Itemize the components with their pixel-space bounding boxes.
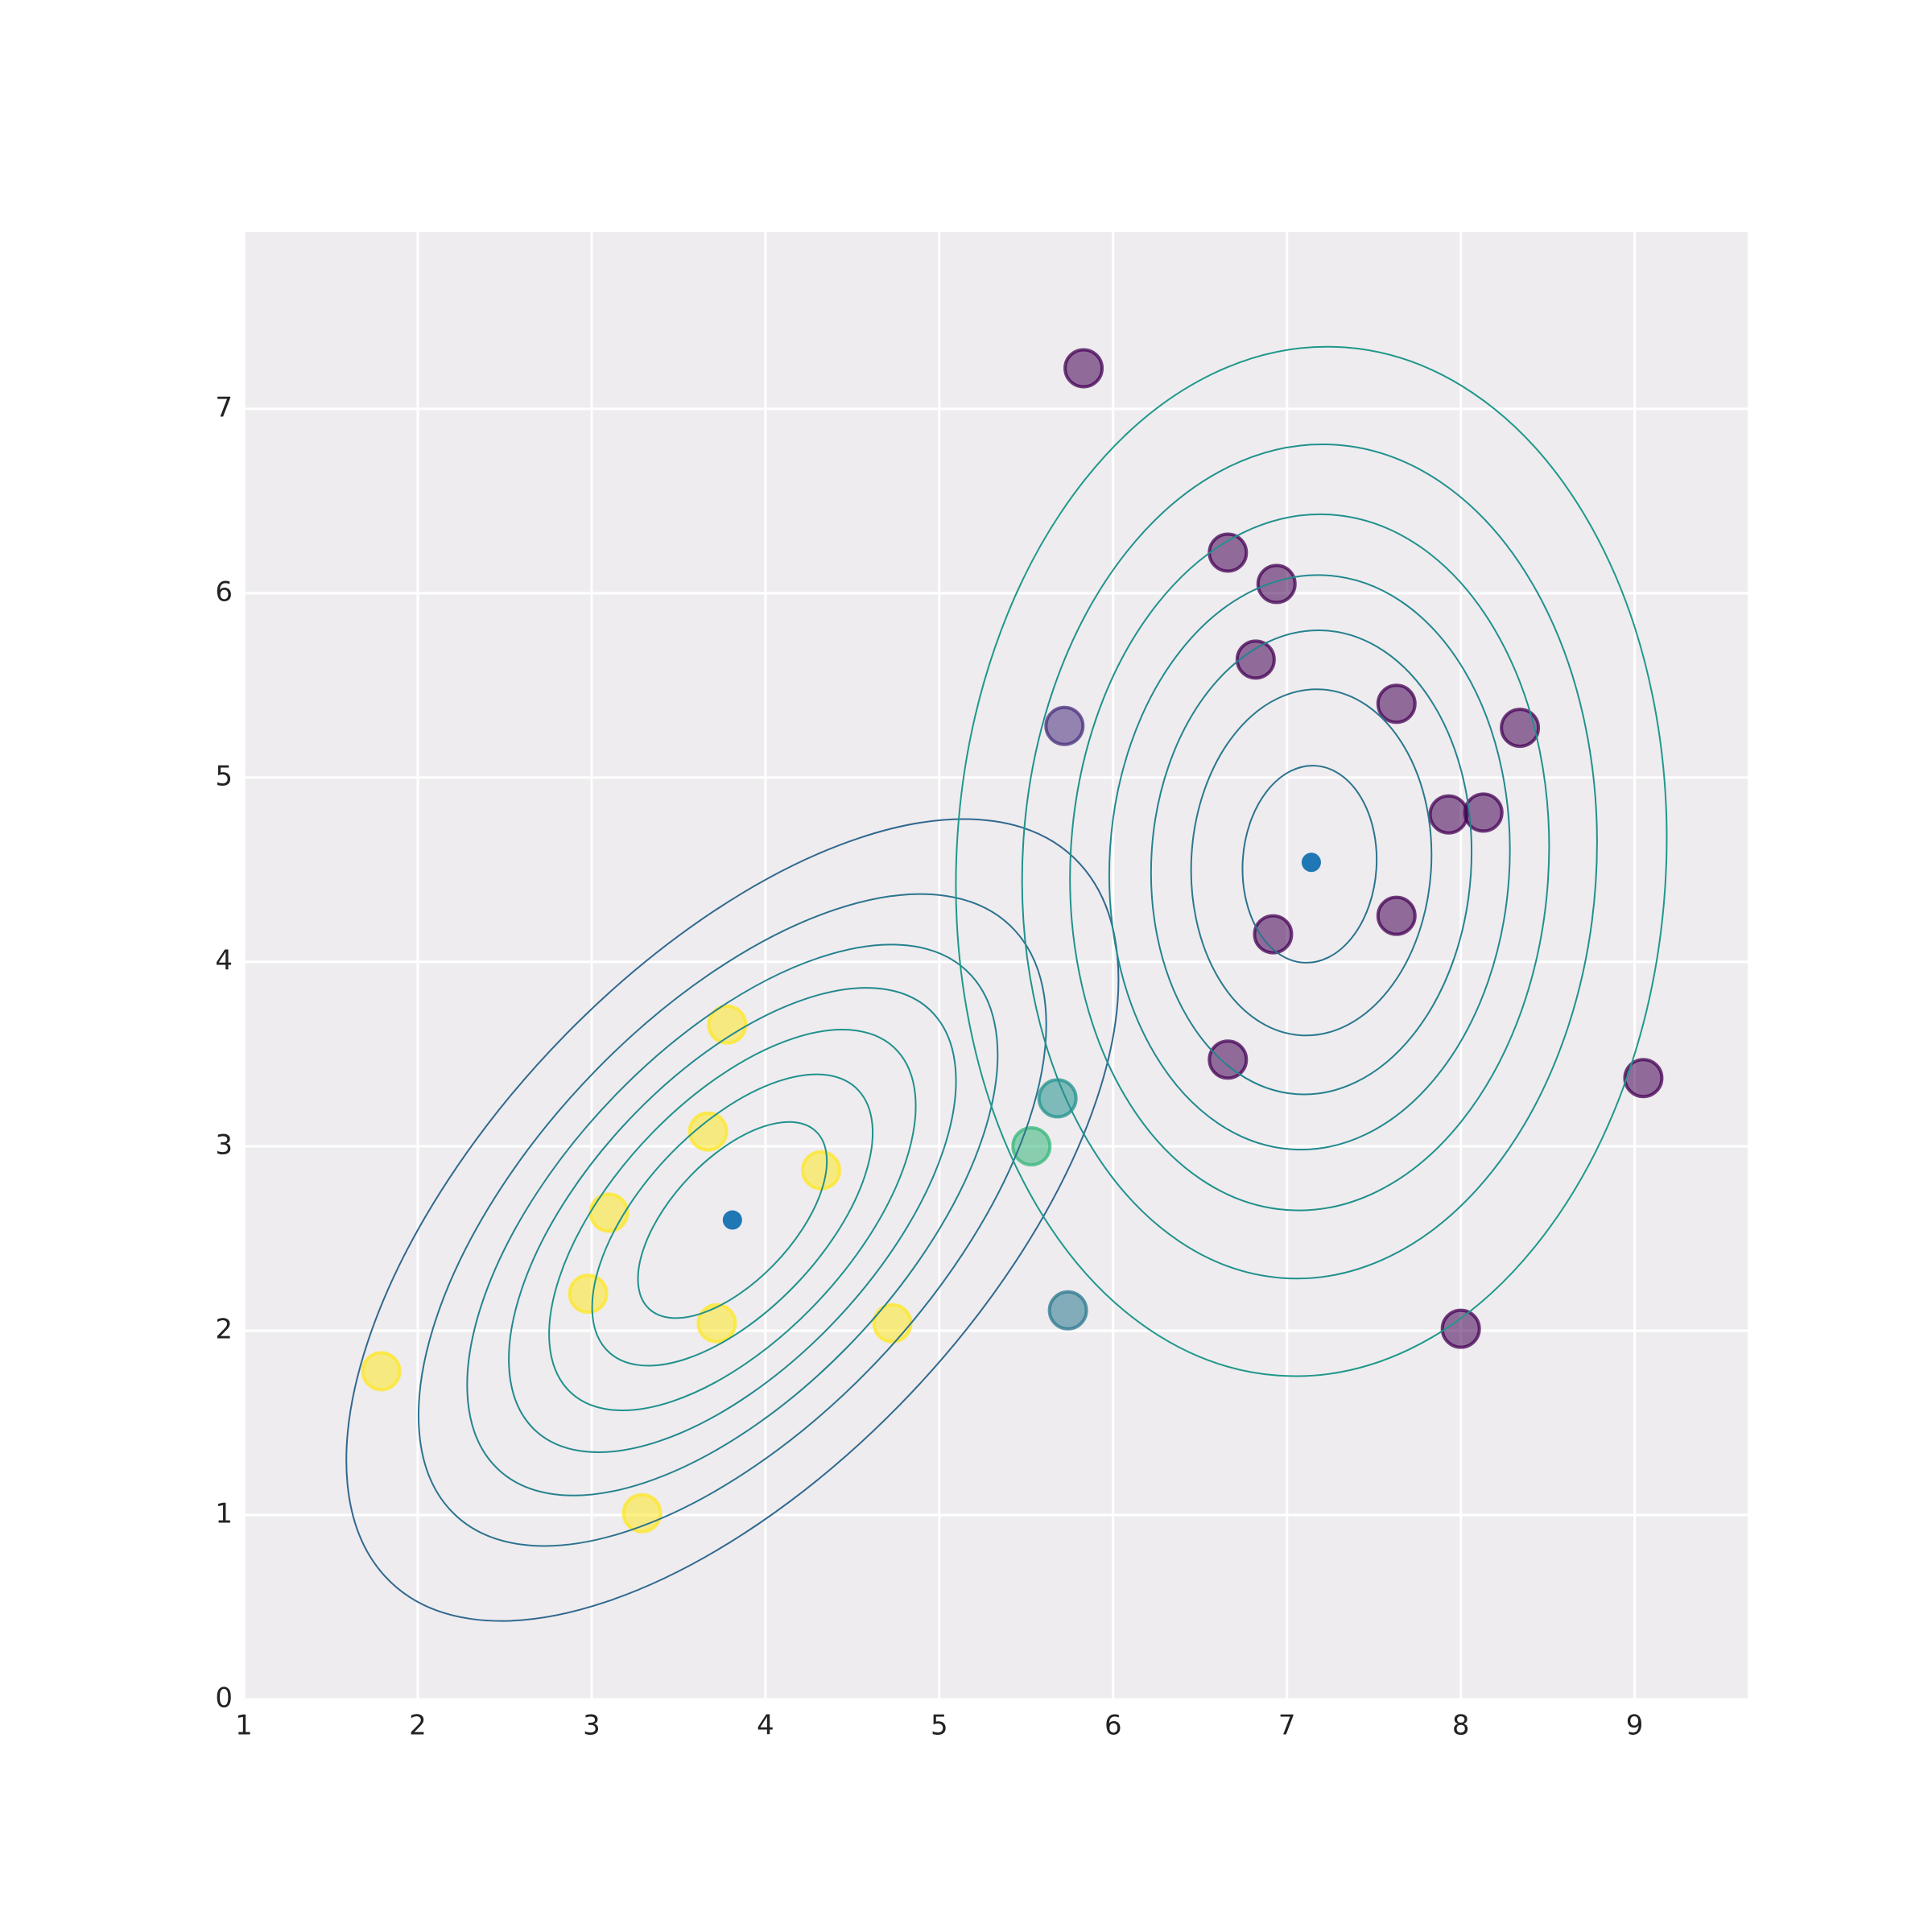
y-tick-label: 2 — [215, 1313, 233, 1345]
contour — [996, 423, 1623, 1299]
data-point — [687, 1111, 729, 1152]
data-point — [696, 1302, 737, 1344]
data-point — [1256, 564, 1297, 605]
y-tick-label: 7 — [215, 391, 233, 423]
contour — [378, 848, 1087, 1591]
contour-group — [1236, 761, 1383, 968]
y-tick-label: 1 — [215, 1497, 233, 1530]
contour — [1236, 761, 1383, 968]
cluster-center — [1301, 852, 1321, 873]
data-point — [1208, 532, 1249, 573]
data-point — [707, 1004, 748, 1045]
x-tick-label: 1 — [235, 1710, 253, 1742]
contour — [923, 321, 1699, 1402]
contour-group — [488, 964, 977, 1476]
cluster-center — [722, 1210, 742, 1230]
data-point — [1463, 792, 1504, 833]
contour — [606, 1088, 858, 1352]
contour-group — [996, 423, 1623, 1299]
contour — [488, 964, 977, 1476]
contour — [1048, 497, 1571, 1228]
x-tick-label: 8 — [1452, 1710, 1470, 1742]
contour — [217, 679, 1248, 1761]
data-point — [588, 1192, 630, 1233]
plot-background — [244, 232, 1748, 1699]
data-point — [1235, 639, 1276, 680]
data-point — [1044, 705, 1085, 746]
contour-group — [434, 907, 1031, 1534]
data-point — [1047, 1290, 1088, 1331]
x-tick-label: 7 — [1278, 1710, 1296, 1742]
data-point — [1063, 348, 1104, 389]
contour-group — [545, 1024, 919, 1417]
contour — [1092, 560, 1528, 1164]
data-point — [1037, 1078, 1078, 1119]
data-point — [1253, 914, 1294, 955]
contour — [545, 1024, 919, 1417]
data-point — [1208, 1039, 1249, 1080]
data-point — [1428, 794, 1469, 835]
data-point — [1011, 1125, 1052, 1166]
contour-group — [378, 848, 1087, 1591]
contour-group — [923, 321, 1699, 1402]
contour — [1137, 619, 1486, 1106]
contour-group — [1092, 560, 1528, 1164]
contour-group — [313, 781, 1151, 1659]
contour-group — [1048, 497, 1571, 1228]
contour — [313, 781, 1151, 1659]
contour — [434, 907, 1031, 1534]
contour-group — [1180, 680, 1443, 1044]
data-point — [1623, 1058, 1664, 1099]
x-tick-label: 4 — [757, 1710, 774, 1742]
contour — [1180, 680, 1443, 1044]
y-tick-label: 6 — [215, 576, 233, 608]
x-tick-label: 5 — [931, 1710, 948, 1742]
y-tick-label: 5 — [215, 760, 233, 792]
data-point — [800, 1150, 841, 1191]
data-point — [872, 1302, 913, 1344]
x-tick-label: 3 — [583, 1710, 601, 1742]
data-point — [1500, 708, 1541, 749]
y-tick-label: 4 — [215, 944, 233, 976]
x-tick-label: 2 — [409, 1710, 427, 1742]
data-point — [1376, 895, 1417, 936]
data-point — [568, 1274, 609, 1315]
data-point — [1376, 683, 1417, 724]
data-point — [1440, 1308, 1481, 1349]
data-point — [361, 1351, 402, 1392]
y-tick-label: 0 — [215, 1682, 233, 1715]
contour-group — [606, 1088, 858, 1352]
x-tick-label: 6 — [1104, 1710, 1122, 1742]
contour-group — [1137, 619, 1486, 1106]
contour-group — [217, 679, 1248, 1761]
x-tick-label: 9 — [1626, 1710, 1644, 1742]
y-tick-label: 3 — [215, 1129, 233, 1161]
